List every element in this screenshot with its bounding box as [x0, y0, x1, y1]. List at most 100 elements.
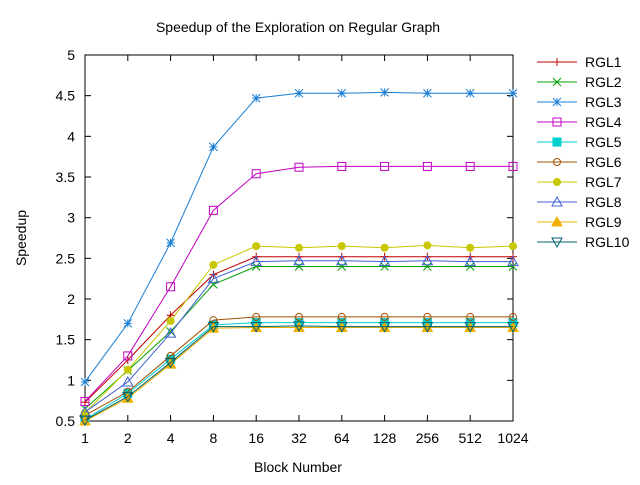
- x-tick-label: 4: [167, 430, 175, 446]
- data-point: [552, 97, 562, 107]
- plot-area: [84, 54, 514, 422]
- data-point: [295, 312, 303, 321]
- legend-entry: RGL9: [537, 214, 622, 230]
- data-point: [552, 117, 562, 127]
- data-point: [337, 242, 346, 251]
- data-point: [81, 398, 89, 407]
- data-point: [337, 262, 347, 271]
- data-point: [380, 312, 389, 321]
- legend-label: RGL5: [585, 134, 622, 150]
- series-rgl3: [80, 88, 518, 387]
- y-tick-label: 2.5: [56, 250, 76, 266]
- y-tick-label: 3: [67, 210, 75, 226]
- data-point: [466, 312, 475, 321]
- series-line: [84, 325, 513, 421]
- data-point: [423, 312, 432, 321]
- x-tick-label: 8: [210, 430, 218, 446]
- data-point: [250, 322, 263, 333]
- data-point: [553, 158, 561, 166]
- x-tick-label: 64: [334, 430, 350, 446]
- series-rgl5: [80, 318, 518, 424]
- x-tick-label: 128: [373, 430, 397, 446]
- legend-entry: RGL2: [537, 74, 622, 90]
- axis-ticks: 1 2 4 8 16 32 64 128 256 512 1024 0.5 1 1.5 2 2.5 3 3.5 4 4…: [56, 47, 529, 446]
- data-point: [509, 312, 517, 321]
- data-point: [207, 322, 220, 333]
- data-point: [552, 137, 562, 147]
- y-tick-label: 3.5: [56, 169, 76, 185]
- legend-label: RGL3: [585, 94, 622, 110]
- data-point: [465, 88, 475, 98]
- data-point: [465, 262, 475, 271]
- x-tick-label: 512: [459, 430, 483, 446]
- data-point: [293, 321, 305, 332]
- data-point: [294, 262, 304, 271]
- data-point: [207, 272, 220, 284]
- legend-entry: RGL4: [537, 114, 622, 130]
- data-point: [79, 415, 91, 427]
- legend-label: RGL9: [585, 214, 622, 230]
- data-point: [166, 238, 175, 248]
- x-tick-label: 32: [291, 430, 307, 446]
- y-tick-label: 1.5: [56, 332, 76, 348]
- series-line: [84, 91, 513, 383]
- data-point: [551, 215, 563, 227]
- data-point: [209, 260, 218, 269]
- y-tick-label: 4: [67, 128, 75, 144]
- data-point: [464, 322, 477, 333]
- data-point: [209, 142, 218, 152]
- y-tick-label: 1: [67, 372, 75, 388]
- data-point: [464, 255, 477, 267]
- data-point: [164, 357, 177, 369]
- legend-entry: RGL7: [537, 174, 622, 190]
- legend-label: RGL2: [585, 74, 622, 90]
- y-tick-label: 4.5: [56, 88, 76, 104]
- data-point: [251, 169, 261, 179]
- series-line: [84, 316, 513, 416]
- data-point: [380, 262, 389, 271]
- legend-label: RGL7: [585, 174, 622, 190]
- chart-title: Speedup of the Exploration on Regular Gr…: [156, 19, 440, 35]
- legend-label: RGL6: [585, 154, 622, 170]
- data-point: [335, 254, 348, 266]
- data-point: [337, 312, 346, 321]
- x-tick-label: 16: [248, 430, 264, 446]
- series-rgl2: [80, 262, 518, 414]
- data-point: [250, 255, 263, 267]
- series-rgl9: [79, 321, 519, 426]
- data-point: [121, 392, 134, 403]
- data-point: [335, 322, 348, 333]
- data-point: [251, 93, 261, 103]
- data-point: [508, 161, 518, 171]
- data-point: [508, 262, 518, 271]
- legend-entry: RGL5: [537, 134, 622, 150]
- data-point: [551, 237, 563, 249]
- data-point: [166, 316, 175, 325]
- data-point: [121, 375, 134, 387]
- legend-label: RGL10: [585, 234, 630, 250]
- data-point: [208, 205, 218, 215]
- x-tick-label: 1: [81, 430, 89, 446]
- y-tick-label: 2: [67, 291, 75, 307]
- data-point: [123, 351, 133, 361]
- x-tick-label: 1024: [497, 430, 528, 446]
- y-tick-label: 0.5: [56, 413, 76, 429]
- data-point: [423, 262, 432, 271]
- data-point: [252, 312, 261, 321]
- series-layer: [79, 88, 519, 427]
- legend-entry: RGL6: [537, 154, 622, 170]
- data-point: [465, 161, 475, 171]
- data-point: [553, 178, 561, 186]
- data-point: [294, 162, 304, 172]
- data-point: [295, 243, 303, 252]
- data-point: [508, 88, 518, 98]
- data-point: [423, 88, 432, 98]
- data-point: [552, 77, 562, 87]
- data-point: [166, 327, 175, 336]
- data-point: [294, 88, 304, 98]
- data-point: [422, 161, 432, 171]
- legend: RGL1 RGL2 RGL3 RGL4 RGL5 RGL6 RGL7 RGL8 RGL9 RGL1…: [537, 54, 630, 250]
- series-rgl10: [79, 321, 519, 427]
- y-tick-label: 5: [67, 47, 75, 63]
